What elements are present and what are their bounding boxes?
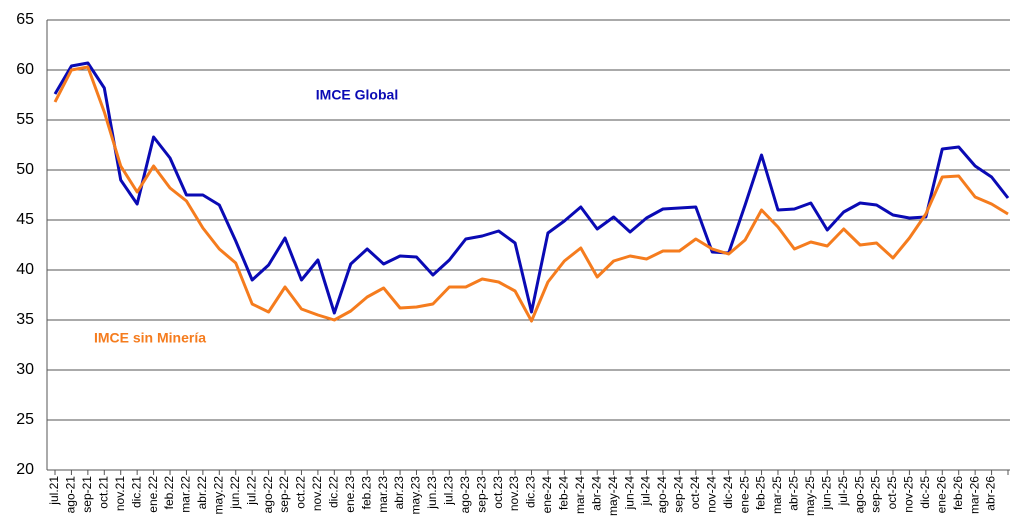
x-tick-label: mar-24: [573, 476, 587, 514]
x-tick-label: feb-26: [951, 476, 965, 510]
x-tick-label: nov.21: [113, 476, 127, 511]
x-tick-label: mar.22: [179, 476, 193, 513]
x-tick-label: jun-24: [622, 476, 636, 511]
x-tick-label: oct-24: [688, 476, 702, 510]
x-tick-label: oct-25: [885, 476, 899, 510]
y-tick-label: 25: [16, 411, 34, 428]
x-tick-label: ene-25: [737, 476, 751, 514]
y-tick-label: 65: [16, 11, 34, 28]
x-tick-label: jul-24: [639, 476, 653, 507]
x-tick-label: mar-26: [967, 476, 981, 514]
x-tick-label: ene.23: [343, 476, 357, 513]
x-tick-label: jun-25: [819, 476, 833, 511]
x-tick-label: nov.23: [507, 476, 521, 511]
x-tick-label: jul.21: [47, 476, 61, 506]
x-tick-label: nov-24: [704, 476, 718, 513]
x-tick-label: may-24: [606, 476, 620, 516]
y-tick-label: 35: [16, 311, 34, 328]
x-tick-label: ago-25: [852, 476, 866, 514]
y-tick-label: 50: [16, 161, 34, 178]
x-tick-label: abr-26: [984, 476, 998, 511]
x-tick-label: dic-24: [721, 476, 735, 509]
x-tick-label: feb.23: [359, 476, 373, 510]
series-line: [53, 65, 1009, 323]
y-tick-label: 45: [16, 211, 34, 228]
x-tick-label: sep-21: [80, 476, 94, 513]
x-tick-label: jun.22: [228, 476, 242, 510]
x-tick-label: jun.23: [425, 476, 439, 510]
x-tick-label: jul-25: [836, 476, 850, 507]
x-tick-label: feb.22: [162, 476, 176, 510]
y-tick-label: 60: [16, 61, 34, 78]
x-tick-label: may.23: [409, 476, 423, 515]
x-tick-label: sep-22: [277, 476, 291, 513]
x-tick-label: ago-23: [458, 476, 472, 514]
x-tick-label: sep-24: [672, 476, 686, 513]
series-line: [53, 61, 1010, 315]
x-tick-label: abr-24: [589, 476, 603, 511]
x-tick-label: ene-26: [934, 476, 948, 514]
x-tick-label: dic.21: [129, 476, 143, 508]
series-label: IMCE sin Minería: [94, 330, 206, 346]
x-tick-label: ago-22: [261, 476, 275, 514]
x-tick-label: ago-21: [64, 476, 78, 514]
x-tick-label: may-25: [803, 476, 817, 516]
x-tick-label: may.22: [211, 476, 225, 515]
x-tick-label: ene-24: [540, 476, 554, 514]
y-tick-label: 20: [16, 461, 34, 478]
x-tick-label: mar.23: [376, 476, 390, 513]
x-tick-label: jul.23: [442, 476, 456, 506]
series-label: IMCE Global: [316, 87, 398, 103]
y-tick-label: 30: [16, 361, 34, 378]
x-tick-label: abr.22: [195, 476, 209, 510]
x-tick-label: dic.23: [524, 476, 538, 508]
x-tick-label: dic-25: [918, 476, 932, 509]
x-tick-label: oct.21: [96, 476, 110, 509]
x-tick-label: jul.22: [244, 476, 258, 506]
x-tick-label: ago-24: [655, 476, 669, 514]
x-tick-label: oct.23: [491, 476, 505, 509]
x-tick-label: abr-25: [787, 476, 801, 511]
y-tick-label: 40: [16, 261, 34, 278]
x-tick-label: dic.22: [326, 476, 340, 508]
x-tick-label: abr.23: [392, 476, 406, 510]
x-tick-label: nov-25: [902, 476, 916, 513]
x-tick-label: nov.22: [310, 476, 324, 511]
x-tick-label: mar-25: [770, 476, 784, 514]
x-tick-label: oct.22: [294, 476, 308, 509]
x-tick-label: ene.22: [146, 476, 160, 513]
y-tick-label: 55: [16, 111, 34, 128]
x-tick-label: feb-24: [557, 476, 571, 510]
x-tick-label: sep-23: [474, 476, 488, 513]
x-tick-label: feb-25: [754, 476, 768, 510]
x-tick-label: sep-25: [869, 476, 883, 513]
